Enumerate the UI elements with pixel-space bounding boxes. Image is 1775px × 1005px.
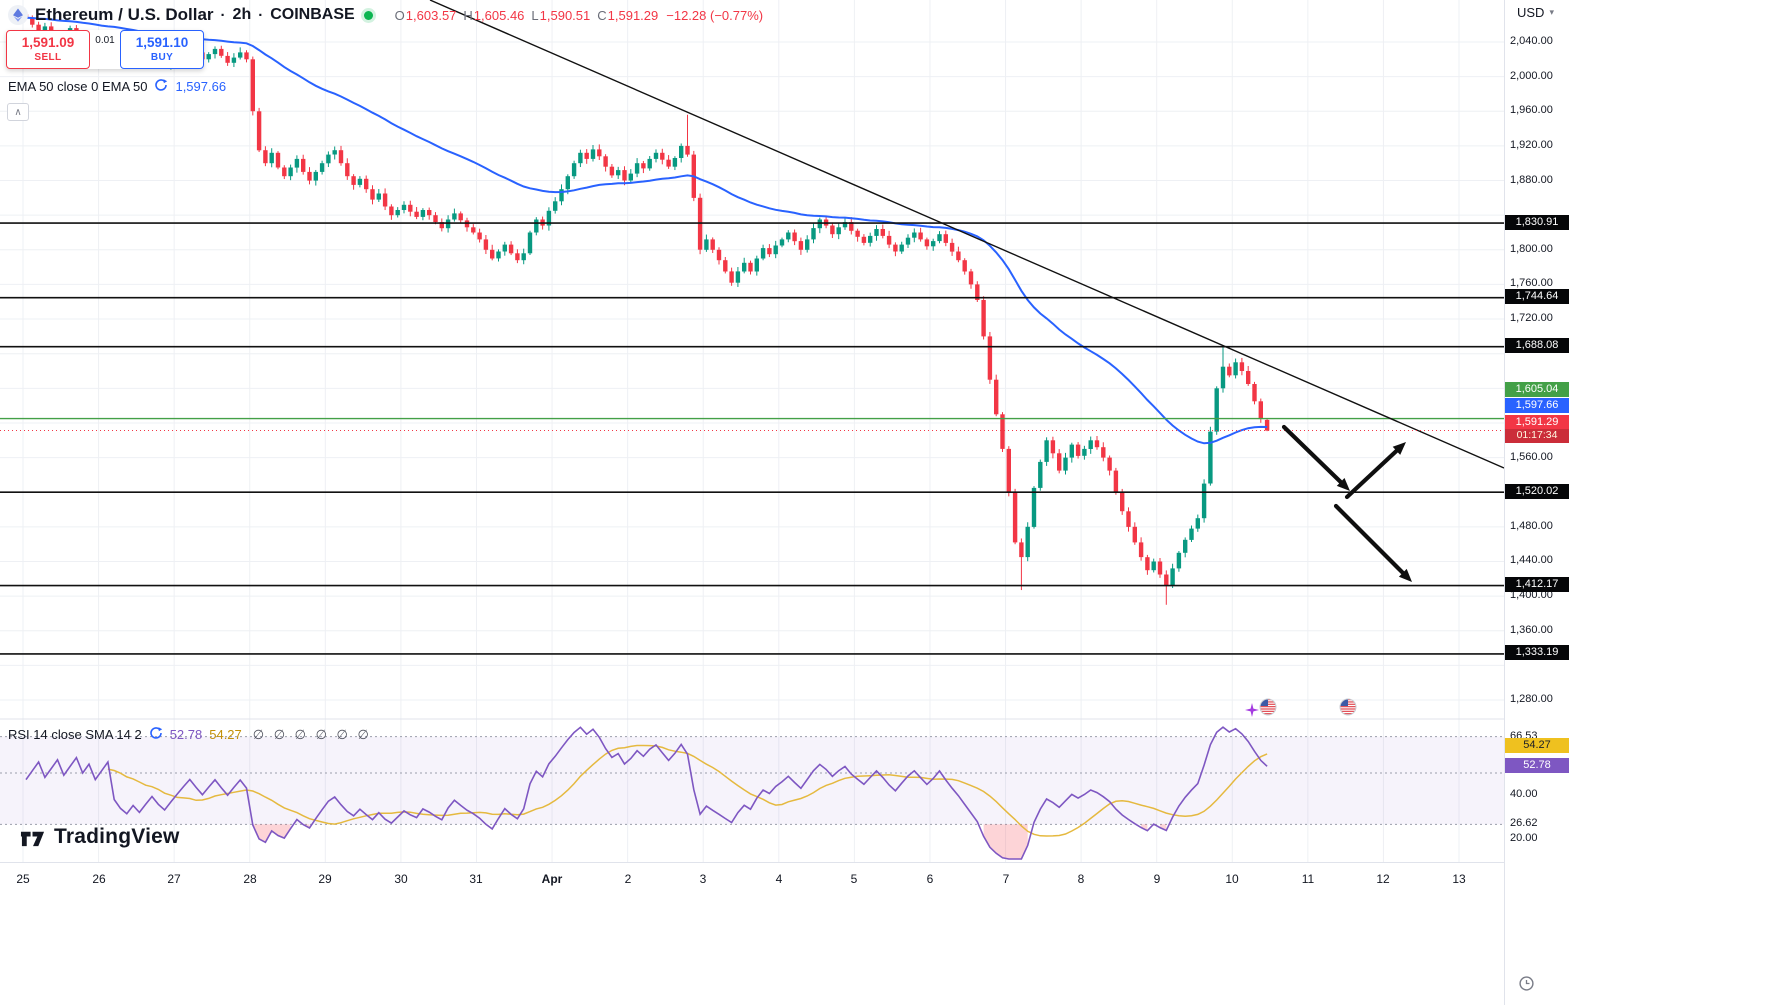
rsi-line[interactable] [25,726,1268,860]
time-axis-label: 29 [318,872,332,886]
level-price-badge: 1,333.19 [1505,645,1569,660]
us-flag-event-icon[interactable] [1259,698,1277,716]
time-axis-label: 26 [92,872,106,886]
us-flag-event-icon[interactable] [1339,698,1357,716]
price-axis-label: 1,920.00 [1510,139,1553,151]
price-axis-label: 1,480.00 [1510,520,1553,532]
rsi-axis-label: 40.00 [1510,788,1538,800]
symbol-legend: Ethereum / U.S. Dollar · 2h · COINBASE O… [8,5,763,25]
title-separator: · [258,6,264,24]
level-price-badge: 1,830.91 [1505,215,1569,230]
time-axis-label: 25 [16,872,30,886]
drawn-arrow[interactable] [1344,442,1406,500]
time-axis-label: 27 [167,872,181,886]
price-axis-label: 1,560.00 [1510,451,1553,463]
reload-icon[interactable] [149,726,163,743]
rsi-ma-value: 54.27 [209,727,242,742]
time-axis-label: 8 [1077,872,1085,886]
currency-dropdown[interactable]: USD ▾ [1517,5,1554,20]
time-axis-label: 31 [469,872,483,886]
ema-indicator-legend[interactable]: EMA 50 close 0 EMA 50 1,597.66 [8,78,226,95]
candlesticks [23,12,1270,605]
ema-value-badge: 1,597.66 [1505,398,1569,413]
ema-line[interactable] [25,16,1268,445]
price-axis-label: 1,960.00 [1510,104,1553,116]
price-axis-label: 2,000.00 [1510,70,1553,82]
last-price-badge: 1,591.29 01:17:34 [1505,415,1569,443]
collapse-indicators-button[interactable]: ∧ [7,103,29,121]
rsi-ma-badge: 54.27 [1505,738,1569,753]
ema-legend-label: EMA 50 close 0 EMA 50 [8,79,148,94]
time-axis-label: 7 [1002,872,1010,886]
rsi-value-badge: 52.78 [1505,758,1569,773]
ethereum-logo-icon [8,5,28,25]
tradingview-logo[interactable]: TradingView [20,824,180,850]
grid-lines [0,0,1504,862]
sell-button[interactable]: 1,591.09 SELL [6,30,90,69]
price-axis-label: 1,400.00 [1510,589,1553,601]
level-price-badge: 1,520.02 [1505,484,1569,499]
exchange-label: COINBASE [270,6,355,23]
price-axis-label: 1,440.00 [1510,554,1553,566]
chevron-up-icon: ∧ [14,106,22,118]
price-axis-label: 1,360.00 [1510,624,1553,636]
time-axis-label: 30 [394,872,408,886]
chevron-down-icon: ▾ [1549,7,1554,17]
descending-trendline[interactable] [429,0,1504,469]
time-axis-label: Apr [541,872,563,886]
ohlc-values: O 1,603.57 H 1,605.46 L 1,590.51 C 1,591.29 … [394,7,764,23]
rsi-axis-label: 26.62 [1510,817,1538,829]
price-axis-label: 1,280.00 [1510,693,1553,705]
green-line-badge: 1,605.04 [1505,382,1569,397]
time-axis-label: 28 [243,872,257,886]
time-axis-label: 3 [699,872,707,886]
level-price-badge: 1,412.17 [1505,577,1569,592]
hidden-indicator-placeholders: ∅ ∅ ∅ ∅ ∅ ∅ [252,726,372,742]
market-status-icon [363,10,373,20]
price-axis[interactable]: USD ▾ 2,040.00 2,000.00 1,960.00 1,920.00 1,… [1504,0,1569,1005]
drawn-arrow[interactable] [1281,424,1350,491]
time-axis-label: 2 [624,872,632,886]
level-price-badge: 1,744.64 [1505,289,1569,304]
price-axis-label: 1,720.00 [1510,312,1553,324]
tradingview-wordmark: TradingView [54,825,180,848]
rsi-band [0,736,1504,825]
time-axis-label: 10 [1225,872,1239,886]
title-separator: · [220,6,226,24]
time-axis-label: 9 [1153,872,1161,886]
change-value: −12.28 (−0.77%) [666,7,764,23]
time-axis-label: 6 [926,872,934,886]
rsi-legend-label: RSI 14 close SMA 14 2 [8,727,142,742]
sparkle-icon [1245,703,1259,717]
rsi-value: 52.78 [169,727,203,742]
time-axis[interactable]: 25 26 27 28 29 30 31 Apr 2 3 4 5 6 7 8 9 10 11 12 13 [0,862,1504,896]
tradingview-mark-icon [20,831,45,847]
price-axis-label: 1,800.00 [1510,243,1553,255]
drawn-arrow[interactable] [1333,503,1412,582]
time-axis-label: 13 [1452,872,1466,886]
ema-value: 1,597.66 [175,79,227,94]
reload-icon[interactable] [154,78,168,95]
clock-icon[interactable] [1518,975,1535,997]
interval-label[interactable]: 2h [232,6,252,23]
spread-value: 0.01 [90,30,120,69]
order-panel: 1,591.09 SELL 0.01 1,591.10 BUY [6,30,204,69]
time-axis-label: 4 [775,872,783,886]
time-axis-label: 12 [1376,872,1390,886]
rsi-indicator-legend[interactable]: RSI 14 close SMA 14 2 52.78 54.27 ∅ ∅ ∅ … [8,726,372,743]
rsi-axis-label: 20.00 [1510,832,1538,844]
time-axis-label: 11 [1301,872,1315,886]
level-price-badge: 1,688.08 [1505,338,1569,353]
time-axis-label: 5 [850,872,858,886]
price-chart[interactable] [0,0,1504,862]
price-axis-label: 2,040.00 [1510,35,1553,47]
price-axis-label: 1,760.00 [1510,277,1553,289]
buy-button[interactable]: 1,591.10 BUY [120,30,204,69]
price-axis-label: 1,880.00 [1510,174,1553,186]
symbol-title[interactable]: Ethereum / U.S. Dollar [35,5,214,24]
